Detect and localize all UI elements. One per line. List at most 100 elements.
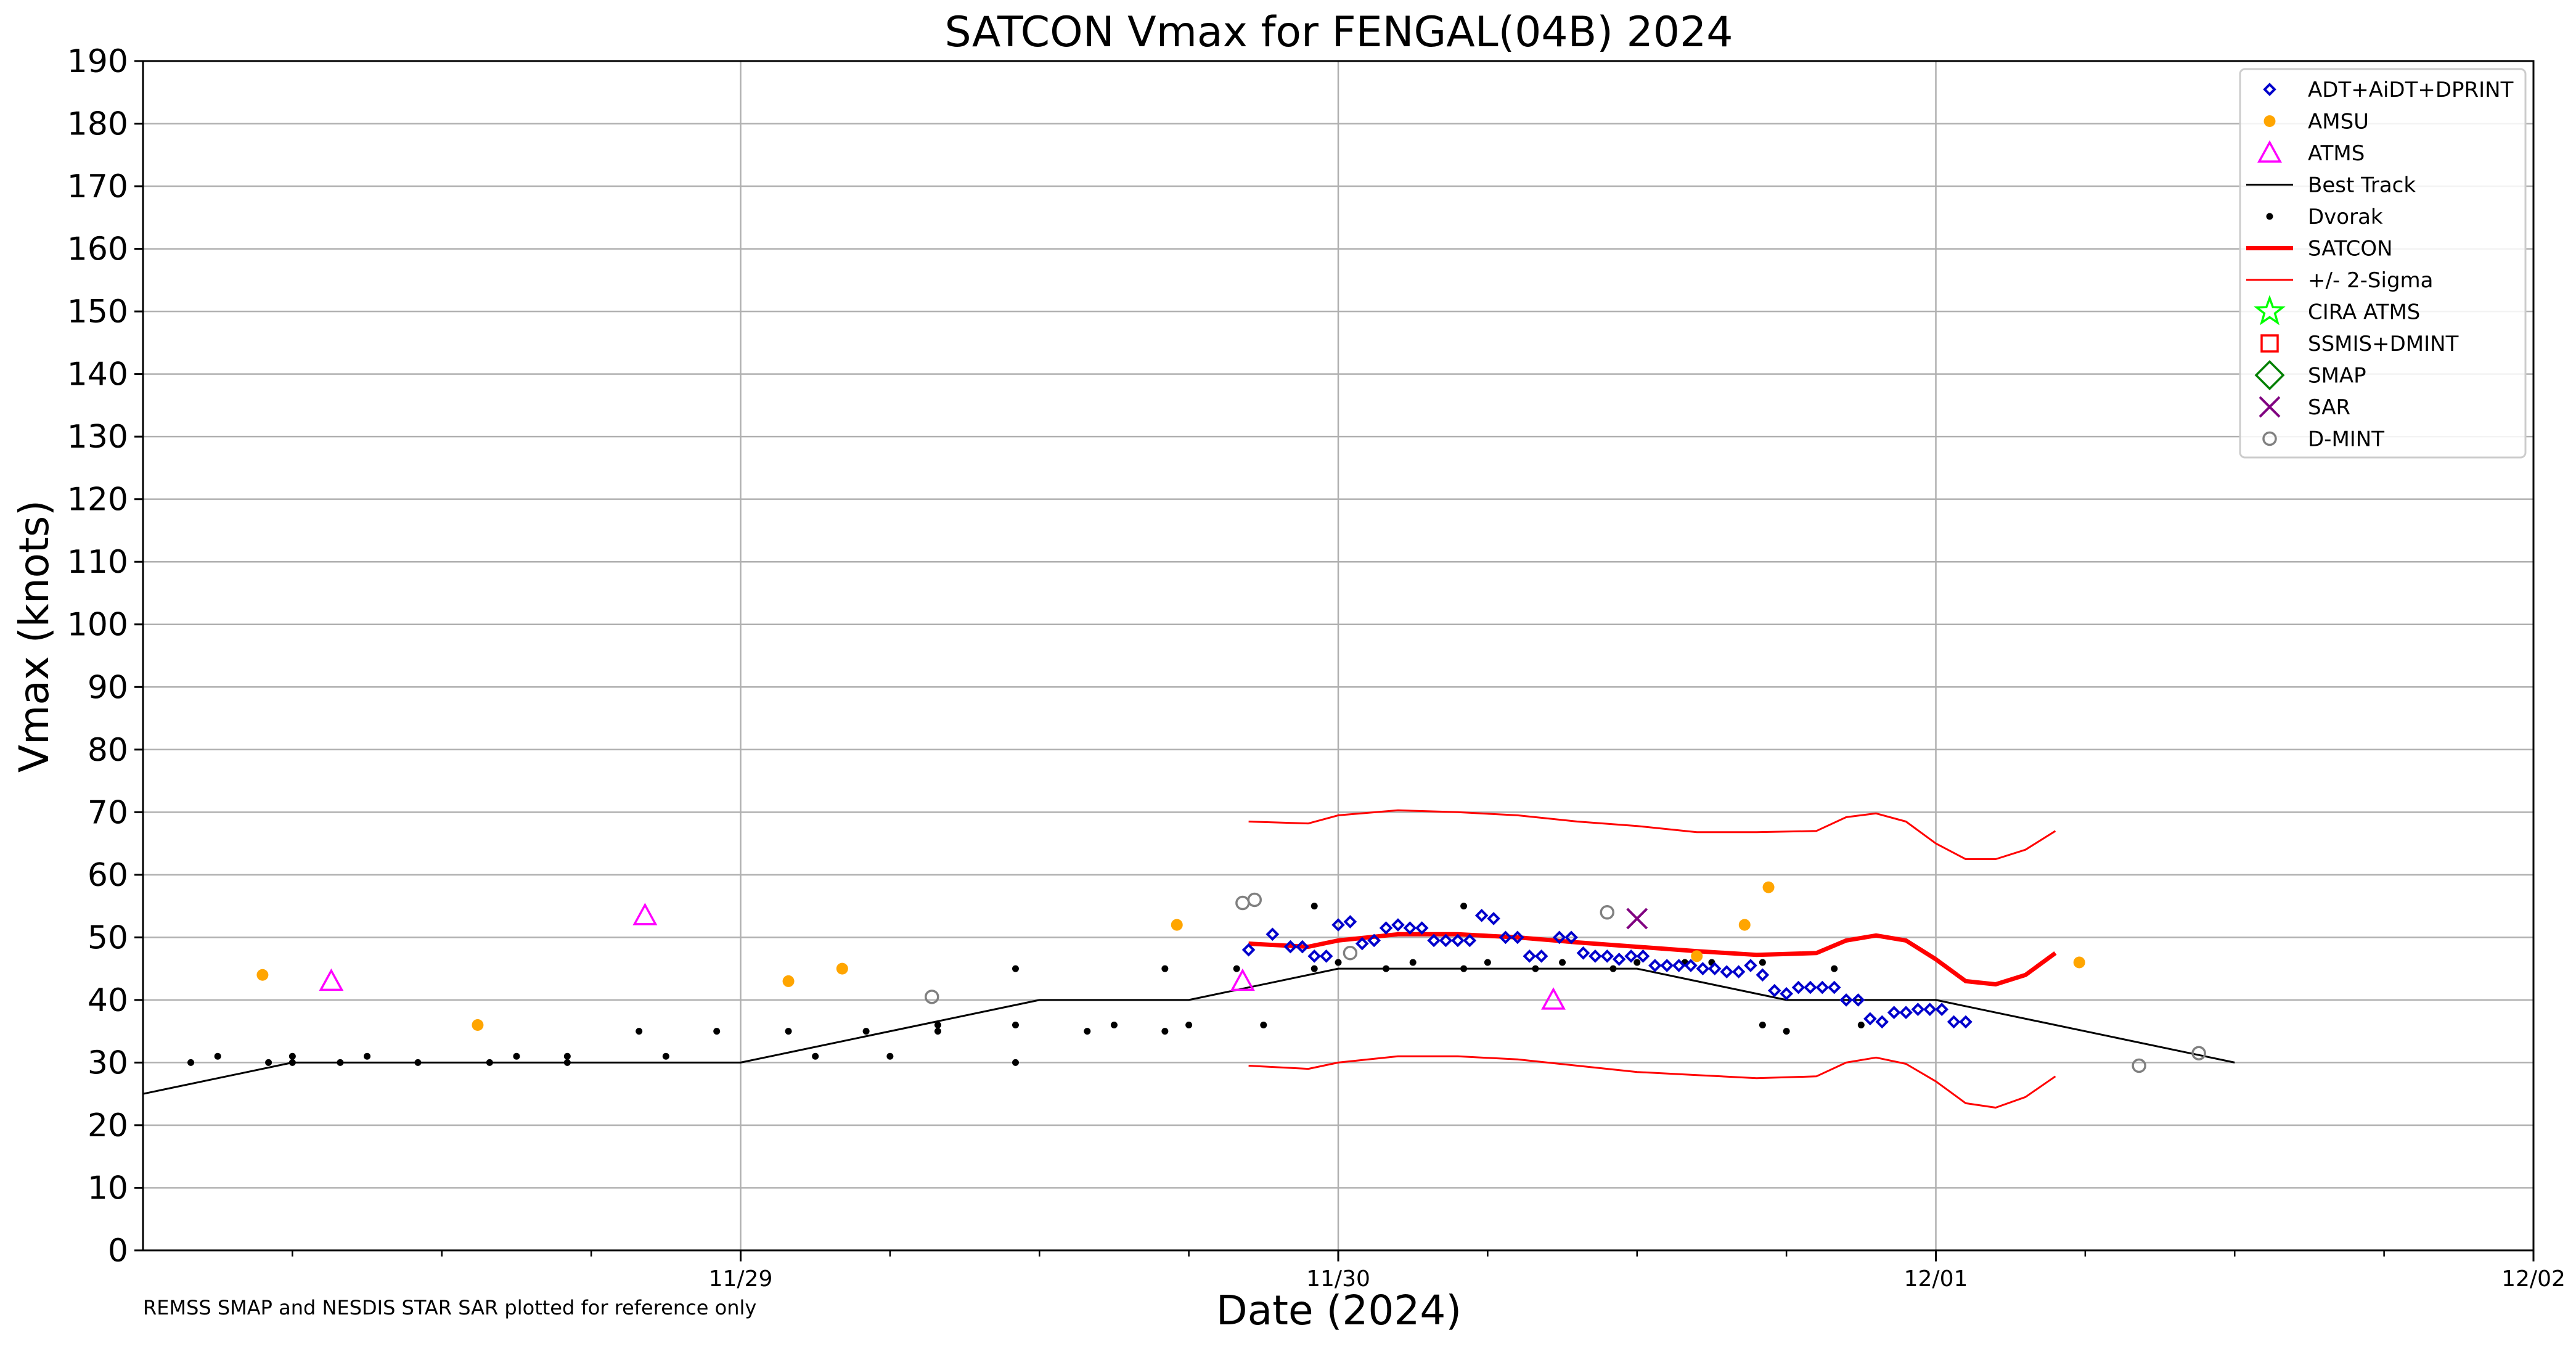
legend: ADT+AiDT+DPRINT AMSU ATMS Best Track Dvorak S… [2239,68,2527,459]
adt-aidt-dprint-point [1307,949,1322,963]
y-axis-label: Vmax (knots) [10,500,58,773]
series-satcon [1248,932,2057,986]
legend-label: SSMIS+DMINT [2308,332,2459,356]
legend-box [2239,68,2527,459]
legend-item-cira-atms: CIRA ATMS [2254,295,2420,326]
legend-item-d-mint: D-MINT [2262,427,2384,452]
amsu-point [836,962,848,975]
dvorak-point [1012,1022,1019,1029]
series-2-sigma-lower [1248,1055,2056,1109]
amsu-point [472,1019,484,1031]
adt-aidt-dprint-point [1451,933,1465,948]
dvorak-point [563,1059,571,1066]
legend-label: SAR [2308,395,2350,420]
dvorak-point [1310,965,1318,972]
y-tick-label: 50 [88,919,128,956]
dvorak-point [414,1059,422,1066]
amsu-point [782,975,795,987]
y-tick-label: 180 [67,106,128,143]
dvorak-point [1559,959,1566,966]
dvorak-point [1532,965,1539,972]
series-adt-aidt-dprint [1241,909,1973,1029]
series-2-sigma-upper [1248,809,2056,860]
adt-aidt-dprint-point [1959,1015,1973,1029]
dvorak-point [1460,903,1468,910]
d-mint-point [924,990,939,1004]
adt-aidt-dprint-point [1391,918,1405,932]
amsu-point [2073,956,2085,969]
adt-aidt-dprint-point [1815,980,1830,994]
y-tick-label: 0 [108,1232,128,1269]
y-tick-label: 190 [67,43,128,80]
legend-item-dvorak: Dvorak [2266,205,2383,229]
dvorak-point [1110,1022,1118,1029]
series-layer [142,809,2235,1109]
series-dvorak [187,903,1865,1066]
dvorak-point [214,1052,221,1060]
dvorak-point [934,1022,941,1029]
atms-point [319,968,344,991]
dvorak-point [886,1052,894,1060]
adt-aidt-dprint-point [1720,965,1734,979]
adt-aidt-dprint-point [1827,980,1841,994]
legend-item-sar: SAR [2259,395,2350,420]
adt-aidt-dprint-point [1744,959,1757,972]
legend-item-2-sigma: +/- 2-Sigma [2246,268,2434,293]
x-axis-label: Date (2024) [1216,1287,1462,1334]
dvorak-point [563,1052,571,1060]
y-tick-label: 10 [88,1170,128,1207]
axes: 0 10 20 30 40 50 60 70 80 90 100 110 120 130 140 150 160… [67,43,2566,1292]
series-d-mint [924,892,2206,1073]
adt-aidt-dprint-point [1672,959,1686,972]
adt-aidt-dprint-point [1266,927,1280,941]
legend-label: CIRA ATMS [2308,300,2420,325]
d-mint-point [2132,1058,2146,1073]
dvorak-point [486,1059,493,1066]
2-sigma-upper-line [1248,809,2056,860]
legend-marker [2263,115,2276,127]
atms-point [632,903,658,925]
legend-label: Dvorak [2308,205,2383,229]
series-amsu [256,881,2085,1031]
dvorak-point [1759,959,1766,966]
y-tick-label: 70 [88,794,128,831]
adt-aidt-dprint-point [1343,915,1357,929]
adt-aidt-dprint-point [1935,1003,1949,1016]
adt-aidt-dprint-point [1564,930,1578,945]
adt-aidt-dprint-point [1732,965,1746,979]
adt-aidt-dprint-point [1241,943,1256,957]
dvorak-point [1185,1022,1193,1029]
series-sar [1626,908,1648,930]
y-tick-label: 40 [88,982,128,1019]
legend-item-satcon: SATCON [2246,237,2393,261]
footnote: REMSS SMAP and NESDIS STAR SAR plotted f… [143,1296,756,1319]
legend-marker [2262,431,2277,446]
dvorak-point [364,1052,371,1060]
y-tick-label: 130 [67,419,128,456]
atms-point [1541,987,1566,1010]
adt-aidt-dprint-point [1887,1006,1901,1020]
y-tick-label: 110 [67,544,128,581]
dvorak-point [662,1052,669,1060]
dvorak-point [288,1052,296,1060]
dvorak-point [1310,903,1318,910]
dvorak-point [1161,1028,1169,1035]
dvorak-point [1335,959,1342,966]
dvorak-point [1383,965,1390,972]
adt-aidt-dprint-point [1463,933,1477,948]
adt-aidt-dprint-point [1319,949,1333,963]
chart-title: SATCON Vmax for FENGAL(04B) 2024 [944,8,1733,57]
adt-aidt-dprint-point [1875,1015,1889,1029]
d-mint-point [1247,892,1262,908]
legend-item-adt-aidt-dprint: ADT+AiDT+DPRINT [2263,78,2514,102]
atms-point [1230,968,1255,991]
x-tick-label: 11/30 [1306,1266,1370,1292]
legend-label: SATCON [2308,237,2393,261]
y-tick-label: 150 [67,293,128,330]
adt-aidt-dprint-point [1576,946,1590,960]
dvorak-point [1460,965,1468,972]
adt-aidt-dprint-point [1439,933,1453,948]
adt-aidt-dprint-point [1696,962,1710,975]
